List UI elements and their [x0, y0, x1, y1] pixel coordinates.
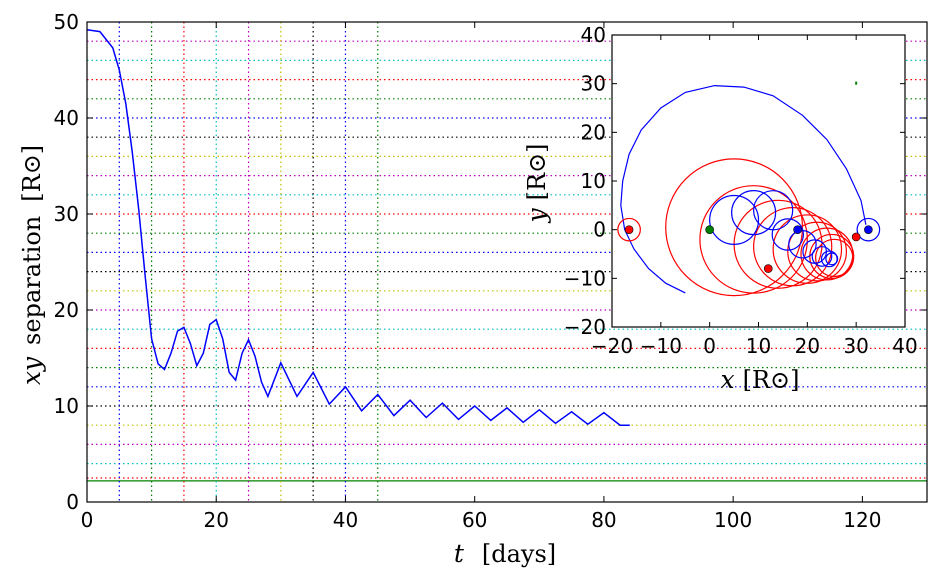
orbit-loop-10 — [815, 238, 854, 278]
inset-y-tick-label: 20 — [581, 120, 606, 144]
x-tick-label: 40 — [333, 508, 358, 532]
body-marker-2 — [705, 225, 714, 234]
body-marker-3 — [793, 225, 802, 234]
orbit-loop-19 — [825, 252, 839, 266]
inset-y-tick-label: −10 — [564, 266, 606, 290]
inset-x-tick-label: 30 — [843, 334, 868, 358]
inset-y-tick-label: 0 — [593, 218, 606, 242]
marker-dot — [855, 81, 858, 85]
x-tick-label: 60 — [462, 508, 487, 532]
separation-curve — [86, 28, 630, 426]
inset-y-tick-label: −20 — [564, 315, 606, 339]
y-tick-label: 40 — [54, 106, 79, 130]
y-tick-label: 30 — [54, 202, 79, 226]
main-x-axis-label: t [days] — [454, 539, 556, 568]
x-tick-label: 20 — [204, 508, 229, 532]
inset-x-tick-label: −20 — [591, 334, 633, 358]
x-tick-label: 80 — [591, 508, 616, 532]
orbit-loop-17 — [811, 246, 833, 267]
orbit-loop-12 — [731, 190, 777, 236]
inset-orbit-marks — [617, 81, 881, 297]
inset-y-tick-label: 40 — [581, 23, 606, 47]
orbit-loop-2 — [665, 158, 804, 297]
inset-x-tick-label: 10 — [746, 334, 771, 358]
orbit-loop-14 — [771, 218, 805, 251]
x-tick-label: 0 — [81, 508, 94, 532]
x-tick-label: 120 — [843, 508, 881, 532]
inset-ticks: −20−20 −10 −10 0 0 10 10 20 20 30 30 40 40 — [564, 23, 918, 358]
y-tick-label: 10 — [54, 394, 79, 418]
inset-x-tick-label: 20 — [795, 334, 820, 358]
body-marker-0 — [624, 225, 634, 234]
body-marker-1 — [864, 225, 873, 234]
orbit-loop-11 — [709, 194, 760, 245]
orbit-loop-1 — [856, 217, 881, 242]
inset-y-tick-label: 30 — [581, 72, 606, 96]
inset-y-axis-label: y[R⊙] — [522, 143, 551, 223]
orbit-loop-6 — [772, 214, 843, 284]
body-marker-5 — [763, 264, 773, 273]
inset-x-tick-label: 40 — [892, 334, 917, 358]
orbit-loop-0 — [617, 217, 641, 242]
main-axes-frame — [86, 21, 928, 503]
inset-x-tick-label: 0 — [703, 334, 716, 358]
main-y-axis-label: xyseparation[R⊙] — [17, 145, 46, 385]
inset-y-tick-label: 10 — [581, 169, 606, 193]
y-tick-label: 50 — [54, 10, 79, 34]
body-marker-4 — [851, 232, 861, 242]
orbit-arc — [620, 84, 867, 294]
orbit-loop-3 — [699, 185, 808, 294]
inset-x-tick-label: −10 — [640, 334, 682, 358]
inset-x-axis-label: x [R⊙] — [720, 365, 799, 394]
x-tick-label: 100 — [714, 508, 752, 532]
y-tick-label: 20 — [54, 298, 79, 322]
orbit-loop-7 — [787, 221, 847, 282]
orbit-loop-15 — [788, 229, 817, 259]
main-reference-lines — [87, 22, 927, 502]
inset-orbit-plot: −20−20 −10 −10 0 0 10 10 20 20 30 30 40 40 x [R⊙] y[R… — [522, 23, 918, 394]
y-tick-label: 0 — [66, 490, 79, 514]
